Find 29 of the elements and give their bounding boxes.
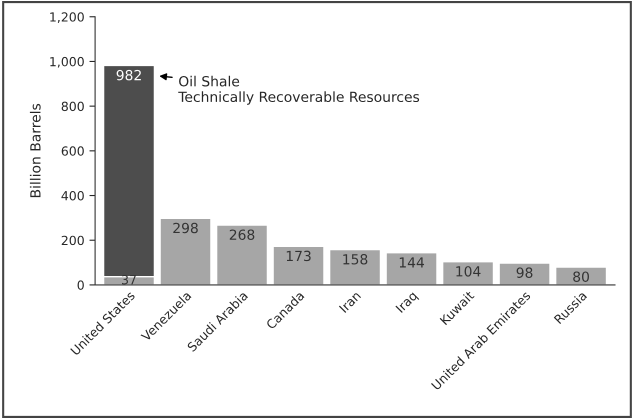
annotation: Oil Shale Technically Recoverable Resources (178, 76, 420, 105)
y-tick-label: 0 (78, 280, 84, 290)
y-tick-label: 400 (61, 191, 84, 200)
data-label: 158 (343, 254, 368, 265)
y-tick-label: 200 (62, 236, 84, 246)
x-tick-label: Iran (338, 290, 362, 314)
bar (554, 266, 608, 285)
bar (442, 260, 494, 285)
data-label: 98 (516, 267, 532, 278)
data-label: 268 (230, 229, 254, 240)
y-tick-label: 1,000 (50, 56, 84, 68)
y-tick-label: 800 (62, 102, 84, 112)
y-axis-title: Billion Barrels (30, 104, 41, 198)
bar (385, 252, 438, 285)
bar (498, 262, 551, 285)
data-label: 37 (122, 274, 136, 284)
y-tick-label: 600 (62, 146, 84, 156)
x-tick-label: Iraq (395, 290, 420, 315)
data-label: 104 (456, 266, 481, 277)
y-tick-label: 1,200 (50, 12, 84, 23)
bar (328, 248, 382, 285)
data-label: 144 (400, 257, 424, 268)
bar (159, 218, 212, 285)
bar (216, 224, 268, 285)
data-label: 298 (173, 222, 198, 234)
data-label: 982 (116, 70, 141, 80)
data-label: 173 (286, 250, 311, 262)
bar (272, 246, 325, 285)
data-label: 80 (573, 271, 589, 282)
